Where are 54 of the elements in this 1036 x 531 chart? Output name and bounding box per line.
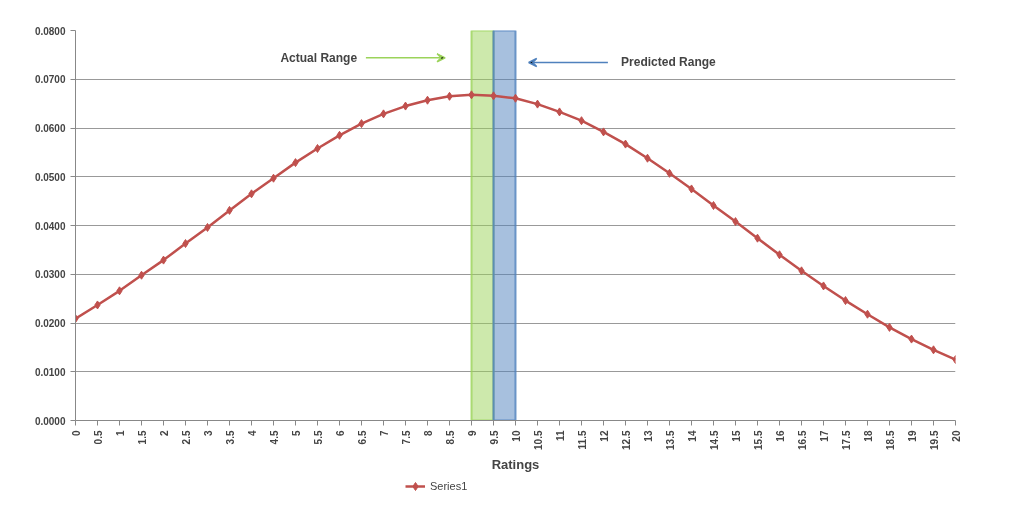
x-tick-label: 3: [202, 430, 214, 437]
x-tick-label: 19: [906, 430, 918, 442]
y-tick-label: 0.0700: [34, 74, 66, 86]
x-tick-label: 15: [730, 430, 742, 442]
x-tick-label: 3.5: [224, 430, 236, 445]
x-tick-label: 13.5: [664, 430, 676, 450]
annotation: Predicted Range: [621, 55, 717, 70]
x-tick-label: 5: [290, 430, 302, 437]
x-tick-label: 12.5: [620, 430, 632, 450]
x-tick-label: 2: [158, 430, 170, 437]
x-tick-label: 4.5: [268, 430, 280, 445]
x-tick-label: 10.5: [532, 430, 544, 450]
x-tick-label: 12: [598, 430, 610, 442]
x-tick-label: 11: [554, 430, 566, 442]
x-tick-label: 18: [862, 430, 874, 442]
x-tick-label: 11.5: [576, 430, 588, 450]
annotation: Actual Range: [280, 50, 358, 65]
x-axis-title: Ratings: [491, 456, 540, 472]
y-tick-label: 0.0300: [34, 269, 66, 281]
legend-label: Series1: [430, 480, 468, 492]
y-tick-label: 0.0400: [34, 220, 66, 232]
x-tick-label: 17.5: [840, 430, 852, 450]
x-tick-label: 14.5: [708, 430, 720, 450]
x-tick-label: 1.5: [136, 430, 148, 445]
x-tick-label: 1: [114, 430, 126, 437]
x-tick-label: 9: [466, 430, 478, 437]
y-tick-label: 0.0600: [34, 123, 66, 134]
x-tick-label: 18.5: [884, 430, 896, 450]
y-tick-label: 0.0100: [34, 366, 66, 378]
x-tick-label: 10: [510, 430, 522, 442]
x-tick-label: 8.5: [444, 430, 456, 445]
x-tick-label: 4: [246, 430, 258, 437]
x-tick-label: 13: [642, 430, 654, 442]
x-tick-label: 16.5: [796, 430, 808, 450]
x-tick-label: 15.5: [752, 430, 764, 450]
x-tick-label: 7: [378, 430, 390, 437]
x-tick-label: 9.5: [488, 430, 500, 445]
x-tick-label: 14: [686, 430, 698, 442]
x-tick-label: 5.5: [312, 430, 324, 445]
x-tick-label: 19.5: [928, 430, 940, 450]
y-tick-label: 0.0500: [34, 171, 66, 183]
y-tick-label: 0.0000: [34, 415, 66, 427]
x-tick-label: 2.5: [180, 430, 192, 445]
x-tick-label: 0.5: [92, 430, 104, 445]
x-tick-label: 6: [334, 430, 346, 437]
y-tick-label: 0.0200: [34, 318, 66, 329]
x-tick-label: 20: [950, 430, 962, 442]
x-tick-label: 7.5: [400, 430, 412, 445]
x-tick-label: 8: [422, 430, 434, 437]
y-tick-label: 0.0800: [34, 25, 66, 37]
x-tick-label: 6.5: [356, 430, 368, 445]
x-tick-label: 0: [70, 430, 82, 437]
x-tick-label: 16: [774, 430, 786, 442]
x-tick-label: 17: [818, 430, 830, 442]
